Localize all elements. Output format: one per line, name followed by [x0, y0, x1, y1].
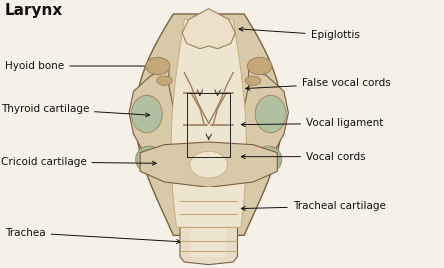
Text: Vocal cords: Vocal cords — [242, 152, 366, 162]
Polygon shape — [182, 9, 235, 49]
Text: Larynx: Larynx — [5, 3, 63, 18]
Ellipse shape — [255, 95, 286, 133]
Text: Hyoid bone: Hyoid bone — [5, 61, 163, 71]
Text: Cricoid cartilage: Cricoid cartilage — [1, 157, 156, 167]
Ellipse shape — [136, 146, 162, 173]
Text: Vocal ligament: Vocal ligament — [242, 118, 384, 128]
Ellipse shape — [157, 76, 172, 85]
Polygon shape — [191, 187, 226, 257]
Text: Trachea: Trachea — [5, 228, 181, 243]
Text: Epiglottis: Epiglottis — [239, 27, 359, 40]
Polygon shape — [129, 70, 173, 161]
Polygon shape — [180, 187, 238, 265]
Ellipse shape — [190, 151, 227, 178]
Ellipse shape — [131, 95, 162, 133]
Polygon shape — [135, 14, 282, 235]
Text: False vocal cords: False vocal cords — [246, 78, 390, 90]
Polygon shape — [171, 19, 246, 227]
Ellipse shape — [255, 146, 282, 173]
Text: Tracheal cartilage: Tracheal cartilage — [242, 201, 386, 211]
Ellipse shape — [146, 57, 170, 75]
Ellipse shape — [247, 57, 272, 75]
Text: Thyroid cartilage: Thyroid cartilage — [1, 104, 150, 117]
Polygon shape — [244, 70, 289, 161]
Ellipse shape — [245, 76, 261, 85]
Polygon shape — [140, 142, 278, 187]
